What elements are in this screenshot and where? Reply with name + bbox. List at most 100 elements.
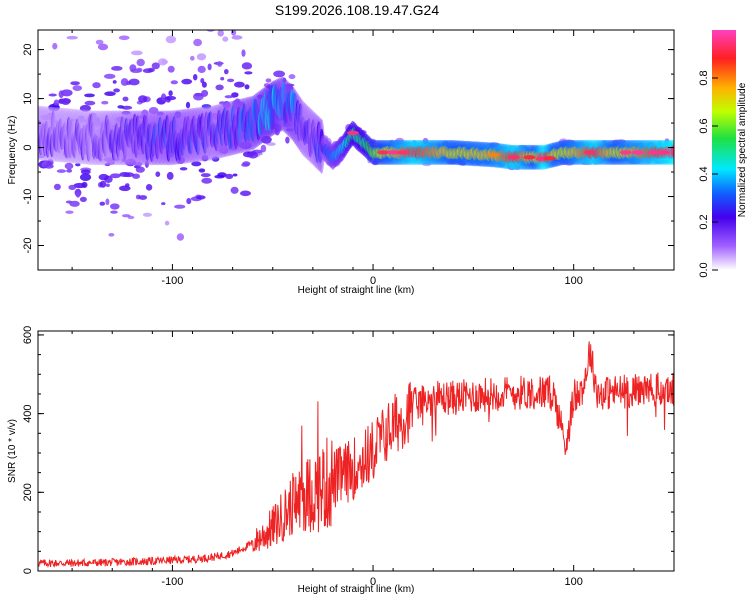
noise-speck — [145, 184, 153, 191]
noise-speck — [181, 78, 193, 85]
ridge-hotspot — [631, 150, 644, 155]
noise-speck — [61, 98, 71, 105]
figure-title: S199.2026.108.19.47.G24 — [274, 2, 440, 18]
noise-speck — [198, 168, 206, 173]
x-tick-label: -100 — [161, 576, 183, 588]
noise-speck — [220, 77, 225, 81]
y-tick-label: -20 — [22, 238, 34, 254]
noise-speck — [190, 55, 195, 61]
noise-speck — [135, 166, 145, 173]
noise-speck — [273, 70, 285, 78]
noise-speck — [131, 50, 143, 56]
noise-speck — [191, 161, 202, 167]
noise-speck — [95, 39, 104, 45]
noise-speck — [123, 172, 135, 178]
noise-speck — [111, 66, 123, 71]
ridge-hotspot — [543, 156, 556, 161]
snr-frame — [37, 330, 675, 572]
noise-speck — [105, 183, 110, 188]
noise-speck — [225, 173, 234, 179]
noise-speck — [65, 210, 74, 214]
y-tick-label: 200 — [22, 483, 34, 501]
ridge-hotspot — [387, 150, 400, 155]
noise-speck — [217, 61, 223, 67]
spectrogram-y-label: Frequency (Hz) — [7, 116, 18, 185]
noise-speck — [206, 30, 215, 32]
x-tick-label: 0 — [370, 275, 376, 287]
noise-speck — [234, 81, 245, 88]
noise-speck — [196, 53, 207, 61]
noise-speck — [227, 78, 235, 83]
noise-speck — [224, 69, 229, 75]
noise-speck — [174, 204, 186, 209]
noise-speck — [166, 171, 174, 180]
noise-speck — [285, 136, 290, 144]
y-tick-label: 600 — [22, 326, 34, 344]
noise-speck — [64, 162, 74, 170]
noise-speck — [138, 95, 148, 103]
x-tick-label: 0 — [370, 576, 376, 588]
noise-speck — [230, 186, 239, 194]
noise-speck — [164, 220, 170, 226]
noise-speck — [147, 67, 155, 73]
noise-speck — [179, 167, 188, 171]
ridge-hotspot — [507, 155, 520, 160]
y-tick-label: 0 — [22, 144, 34, 150]
noise-speck — [176, 233, 185, 241]
x-tick-label: -100 — [161, 275, 183, 287]
noise-speck — [222, 36, 229, 42]
noise-speck — [155, 171, 161, 177]
noise-speck — [247, 151, 259, 159]
noise-speck — [201, 81, 207, 88]
snr-y-label: SNR (10 * v/v) — [7, 419, 18, 483]
noise-speck — [170, 80, 178, 85]
colorbar-tick-label: 0.8 — [698, 70, 710, 85]
noise-speck — [66, 35, 78, 40]
ridge-hotspot — [619, 150, 632, 155]
noise-speck — [110, 210, 118, 214]
noise-speck — [52, 42, 58, 50]
ridge-hotspot — [377, 150, 390, 155]
noise-speck — [215, 84, 224, 91]
noise-speck — [167, 65, 175, 73]
noise-speck — [161, 202, 166, 206]
noise-speck — [80, 173, 92, 181]
colorbar-label: Normalized spectral amplitude — [737, 82, 748, 217]
noise-speck — [151, 62, 160, 70]
noise-speck — [193, 38, 203, 47]
noise-speck — [201, 89, 209, 97]
noise-speck — [165, 35, 177, 44]
noise-speck — [104, 91, 116, 96]
colorbar-tick-label: 0.0 — [698, 262, 710, 277]
noise-speck — [66, 168, 73, 173]
noise-speck — [265, 78, 272, 83]
noise-speck — [84, 100, 96, 106]
noise-speck — [117, 105, 124, 109]
x-tick-label: 100 — [565, 576, 583, 588]
noise-speck — [99, 201, 106, 206]
noise-speck — [112, 80, 117, 84]
noise-speck — [193, 74, 198, 81]
noise-speck — [193, 93, 204, 101]
y-tick-label: 400 — [22, 404, 34, 422]
ridge-hotspot — [347, 130, 359, 136]
noise-speck — [197, 65, 206, 73]
noise-speck — [103, 73, 116, 79]
noise-speck — [242, 161, 251, 166]
ridge-hotspot — [658, 150, 670, 155]
noise-speck — [241, 49, 246, 57]
x-tick-label: 100 — [565, 275, 583, 287]
noise-speck — [185, 101, 191, 109]
noise-speck — [101, 100, 109, 105]
noise-speck — [113, 88, 120, 93]
noise-speck — [231, 35, 243, 40]
noise-speck — [119, 185, 131, 192]
noise-speck — [70, 81, 80, 86]
noise-speck — [196, 195, 206, 200]
noise-speck — [260, 144, 267, 153]
noise-speck — [244, 84, 250, 90]
noise-speck — [69, 200, 80, 207]
noise-speck — [136, 58, 145, 67]
noise-speck — [79, 196, 87, 202]
